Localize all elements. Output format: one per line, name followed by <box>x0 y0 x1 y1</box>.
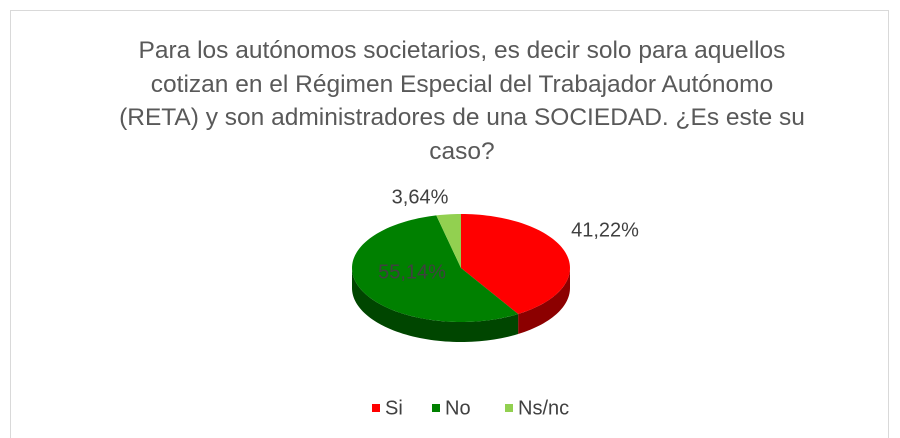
legend-label: Si <box>385 397 403 419</box>
legend-swatch <box>372 404 380 412</box>
pie-slice <box>436 214 461 268</box>
chart-frame <box>10 10 889 438</box>
data-label: 3,64% <box>392 186 449 208</box>
pie-slice <box>352 215 519 322</box>
pie-side <box>518 268 570 334</box>
legend-label: Ns/nc <box>518 397 569 419</box>
data-label: 41,22% <box>571 219 639 241</box>
legend-swatch <box>432 404 440 412</box>
legend-swatch <box>505 404 513 412</box>
legend-label: No <box>445 397 471 419</box>
data-label: 55,14% <box>378 261 446 283</box>
chart-title: Para los autónomos societarios, es decir… <box>119 37 805 165</box>
pie-side <box>352 268 519 342</box>
pie-slice <box>461 214 570 314</box>
